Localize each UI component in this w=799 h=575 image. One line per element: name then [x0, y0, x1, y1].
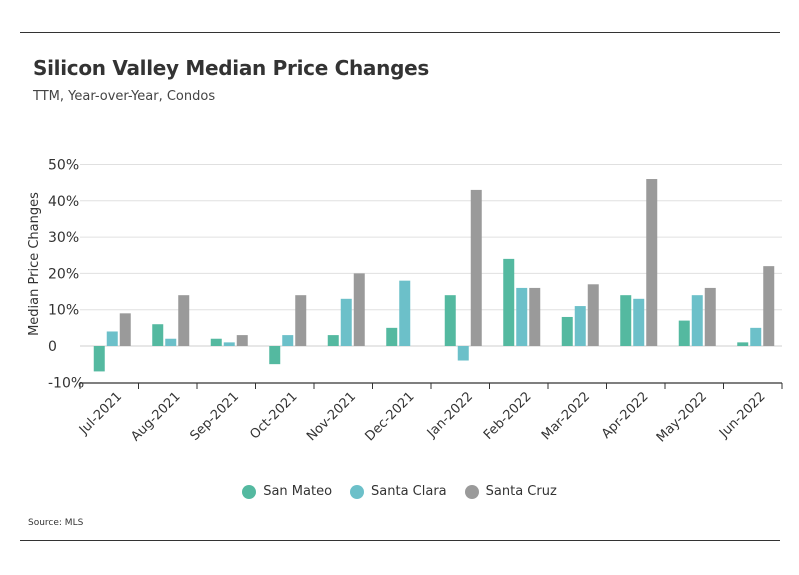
bar-santa-cruz: [295, 295, 307, 346]
x-tick-label: Feb-2022: [481, 389, 535, 443]
x-tick-label: Mar-2022: [539, 389, 593, 443]
bar-santa-clara: [282, 335, 294, 346]
legend-item-santa-cruz[interactable]: Santa Cruz: [464, 484, 557, 499]
x-tick-label: Nov-2021: [304, 389, 359, 444]
source-note: Source: MLS: [28, 518, 84, 528]
legend-swatch-santa-cruz: [464, 484, 479, 499]
y-tick-label: 10%: [48, 303, 79, 319]
bar-santa-cruz: [353, 273, 365, 346]
bar-san-mateo: [386, 327, 398, 346]
legend-label-santa-cruz: Santa Cruz: [485, 484, 557, 499]
x-tick-label: Jul-2021: [76, 389, 125, 438]
bar-santa-clara: [340, 298, 352, 346]
y-tick-label: -10%: [48, 375, 84, 391]
y-axis-label: Median Price Changes: [27, 192, 42, 336]
bar-santa-cruz: [763, 266, 775, 346]
top-rule: [20, 32, 780, 33]
bar-santa-clara: [223, 342, 235, 346]
bar-santa-cruz: [704, 287, 716, 346]
bar-santa-cruz: [236, 335, 248, 346]
y-tick-label: 30%: [48, 230, 79, 246]
bar-san-mateo: [678, 320, 690, 346]
bar-santa-clara: [750, 327, 762, 346]
legend-swatch-santa-clara: [350, 484, 365, 499]
x-tick-label: Oct-2021: [247, 389, 300, 442]
bar-san-mateo: [327, 335, 339, 346]
bar-san-mateo: [210, 338, 222, 346]
x-tick-label: Aug-2021: [128, 389, 183, 444]
bottom-rule: [20, 540, 780, 541]
chart-title: Silicon Valley Median Price Changes: [33, 56, 429, 80]
bar-santa-cruz: [470, 189, 482, 346]
bar-santa-cruz: [529, 287, 541, 346]
y-tick-label: 50%: [48, 158, 79, 174]
bar-santa-cruz: [178, 295, 190, 346]
y-tick-label: 40%: [48, 194, 79, 210]
y-tick-label: 20%: [48, 266, 79, 282]
bar-santa-clara: [516, 287, 528, 346]
bar-san-mateo: [444, 295, 456, 346]
bar-san-mateo: [93, 346, 105, 372]
bar-santa-clara: [457, 346, 469, 361]
x-tick-label: Dec-2021: [362, 389, 417, 444]
x-tick-label: Sep-2021: [187, 389, 242, 444]
bar-santa-clara: [633, 298, 645, 346]
bar-san-mateo: [561, 316, 573, 346]
legend-item-san-mateo[interactable]: San Mateo: [242, 484, 332, 499]
bar-santa-cruz: [587, 284, 599, 346]
bar-santa-clara: [106, 331, 118, 346]
bar-santa-clara: [165, 338, 177, 346]
legend-swatch-san-mateo: [242, 484, 257, 499]
x-tick-label: Apr-2022: [599, 389, 652, 442]
bar-santa-cruz: [119, 313, 131, 346]
legend-label-san-mateo: San Mateo: [263, 484, 333, 499]
x-tick-label: Jan-2022: [424, 389, 476, 441]
bar-san-mateo: [269, 346, 281, 365]
legend: San Mateo Santa Clara Santa Cruz: [0, 484, 799, 499]
bar-san-mateo: [152, 324, 164, 346]
legend-label-santa-clara: Santa Clara: [371, 484, 447, 499]
bar-san-mateo: [737, 342, 749, 346]
bar-san-mateo: [620, 295, 632, 346]
bar-santa-clara: [691, 295, 703, 346]
bar-santa-clara: [574, 306, 586, 346]
x-tick-label: May-2022: [654, 389, 710, 445]
bar-san-mateo: [503, 258, 515, 346]
y-tick-label: 0: [48, 339, 57, 355]
bar-santa-cruz: [646, 179, 658, 346]
bar-santa-clara: [399, 280, 411, 346]
chart-subtitle: TTM, Year-over-Year, Condos: [33, 89, 216, 104]
legend-item-santa-clara[interactable]: Santa Clara: [350, 484, 447, 499]
x-tick-label: Jun-2022: [716, 389, 768, 441]
